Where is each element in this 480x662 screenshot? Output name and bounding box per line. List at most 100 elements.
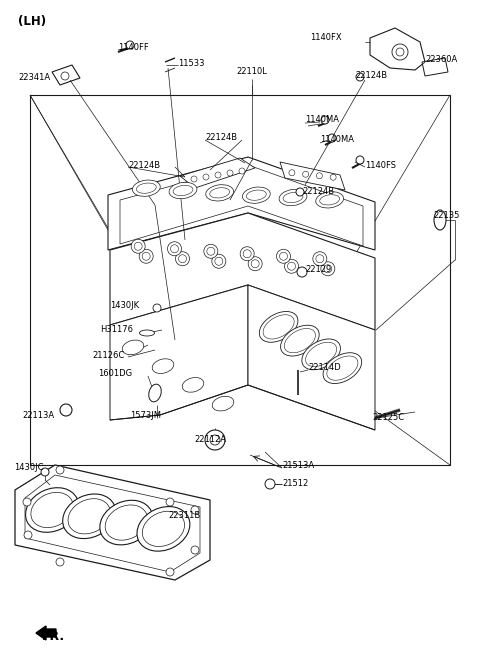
Polygon shape (108, 157, 375, 250)
Text: 22360A: 22360A (425, 56, 457, 64)
Circle shape (203, 174, 209, 180)
Text: FR.: FR. (42, 630, 65, 643)
Circle shape (166, 498, 174, 506)
Text: 22124B: 22124B (355, 71, 387, 81)
Text: 22124B: 22124B (128, 160, 160, 169)
Circle shape (396, 48, 404, 56)
Ellipse shape (152, 359, 174, 373)
Circle shape (251, 260, 259, 267)
Ellipse shape (279, 189, 307, 206)
Ellipse shape (169, 182, 197, 199)
Circle shape (313, 252, 327, 265)
Circle shape (205, 430, 225, 450)
Circle shape (134, 242, 142, 250)
Circle shape (356, 73, 364, 81)
Text: 22311B: 22311B (169, 510, 201, 520)
Circle shape (61, 72, 69, 80)
Circle shape (210, 435, 220, 445)
Text: 1140FS: 1140FS (365, 160, 396, 169)
Text: 11533: 11533 (178, 60, 204, 68)
Text: 22112A: 22112A (194, 436, 226, 444)
Circle shape (166, 568, 174, 576)
Ellipse shape (323, 353, 362, 383)
Circle shape (23, 498, 31, 506)
Polygon shape (52, 65, 80, 85)
Circle shape (321, 116, 329, 124)
Circle shape (392, 44, 408, 60)
Text: 1430JC: 1430JC (14, 463, 44, 473)
Polygon shape (110, 213, 375, 330)
Text: 1573JM: 1573JM (130, 410, 161, 420)
Ellipse shape (122, 340, 144, 355)
Circle shape (204, 244, 218, 258)
Text: 1140MA: 1140MA (320, 136, 354, 144)
Circle shape (170, 245, 179, 253)
Circle shape (179, 255, 187, 263)
Circle shape (176, 252, 190, 265)
Circle shape (297, 267, 307, 277)
Circle shape (191, 506, 199, 514)
Circle shape (60, 404, 72, 416)
Circle shape (227, 170, 233, 176)
Circle shape (316, 255, 324, 263)
Circle shape (142, 252, 150, 260)
Text: 22110L: 22110L (237, 66, 267, 75)
Circle shape (41, 468, 49, 476)
Text: 22341A: 22341A (18, 73, 50, 81)
Circle shape (316, 173, 323, 179)
Polygon shape (180, 158, 255, 188)
Circle shape (207, 247, 215, 256)
Circle shape (240, 247, 254, 261)
Ellipse shape (302, 339, 340, 370)
Text: 22135: 22135 (433, 211, 459, 220)
Text: 22124B: 22124B (302, 187, 334, 197)
Polygon shape (110, 285, 248, 420)
Ellipse shape (25, 488, 78, 532)
Circle shape (56, 466, 64, 474)
Circle shape (296, 188, 304, 196)
Circle shape (168, 242, 181, 256)
Circle shape (248, 257, 262, 271)
Text: 22114D: 22114D (308, 363, 341, 373)
Circle shape (131, 239, 145, 254)
Text: 1140FX: 1140FX (310, 34, 342, 42)
Text: 1430JK: 1430JK (110, 301, 139, 310)
Bar (30, 95, 450, 465)
Ellipse shape (206, 185, 234, 201)
Text: 21512: 21512 (282, 479, 308, 489)
Circle shape (328, 134, 336, 142)
Polygon shape (248, 285, 375, 430)
Circle shape (279, 252, 288, 260)
Ellipse shape (242, 187, 270, 203)
Bar (294, 368, 302, 372)
Ellipse shape (149, 384, 161, 402)
Circle shape (126, 41, 134, 49)
Ellipse shape (137, 506, 190, 551)
Ellipse shape (63, 494, 116, 539)
Text: H31176: H31176 (100, 326, 133, 334)
Circle shape (285, 260, 299, 273)
Text: 22113A: 22113A (22, 410, 54, 420)
Text: 22125C: 22125C (372, 414, 404, 422)
Circle shape (191, 176, 197, 182)
Circle shape (212, 254, 226, 268)
Ellipse shape (100, 500, 153, 545)
Ellipse shape (212, 397, 234, 411)
Circle shape (276, 250, 290, 263)
Text: (LH): (LH) (18, 15, 46, 28)
Circle shape (265, 479, 275, 489)
Ellipse shape (132, 180, 160, 197)
Text: 1140MA: 1140MA (305, 115, 339, 124)
Circle shape (356, 156, 364, 164)
Ellipse shape (259, 312, 298, 342)
Circle shape (321, 261, 335, 276)
Circle shape (215, 172, 221, 178)
Circle shape (239, 168, 245, 174)
Polygon shape (280, 162, 345, 190)
Polygon shape (422, 58, 448, 76)
Ellipse shape (140, 330, 155, 336)
Circle shape (215, 258, 223, 265)
Circle shape (139, 250, 153, 263)
Circle shape (191, 546, 199, 554)
Text: 1601DG: 1601DG (98, 369, 132, 379)
